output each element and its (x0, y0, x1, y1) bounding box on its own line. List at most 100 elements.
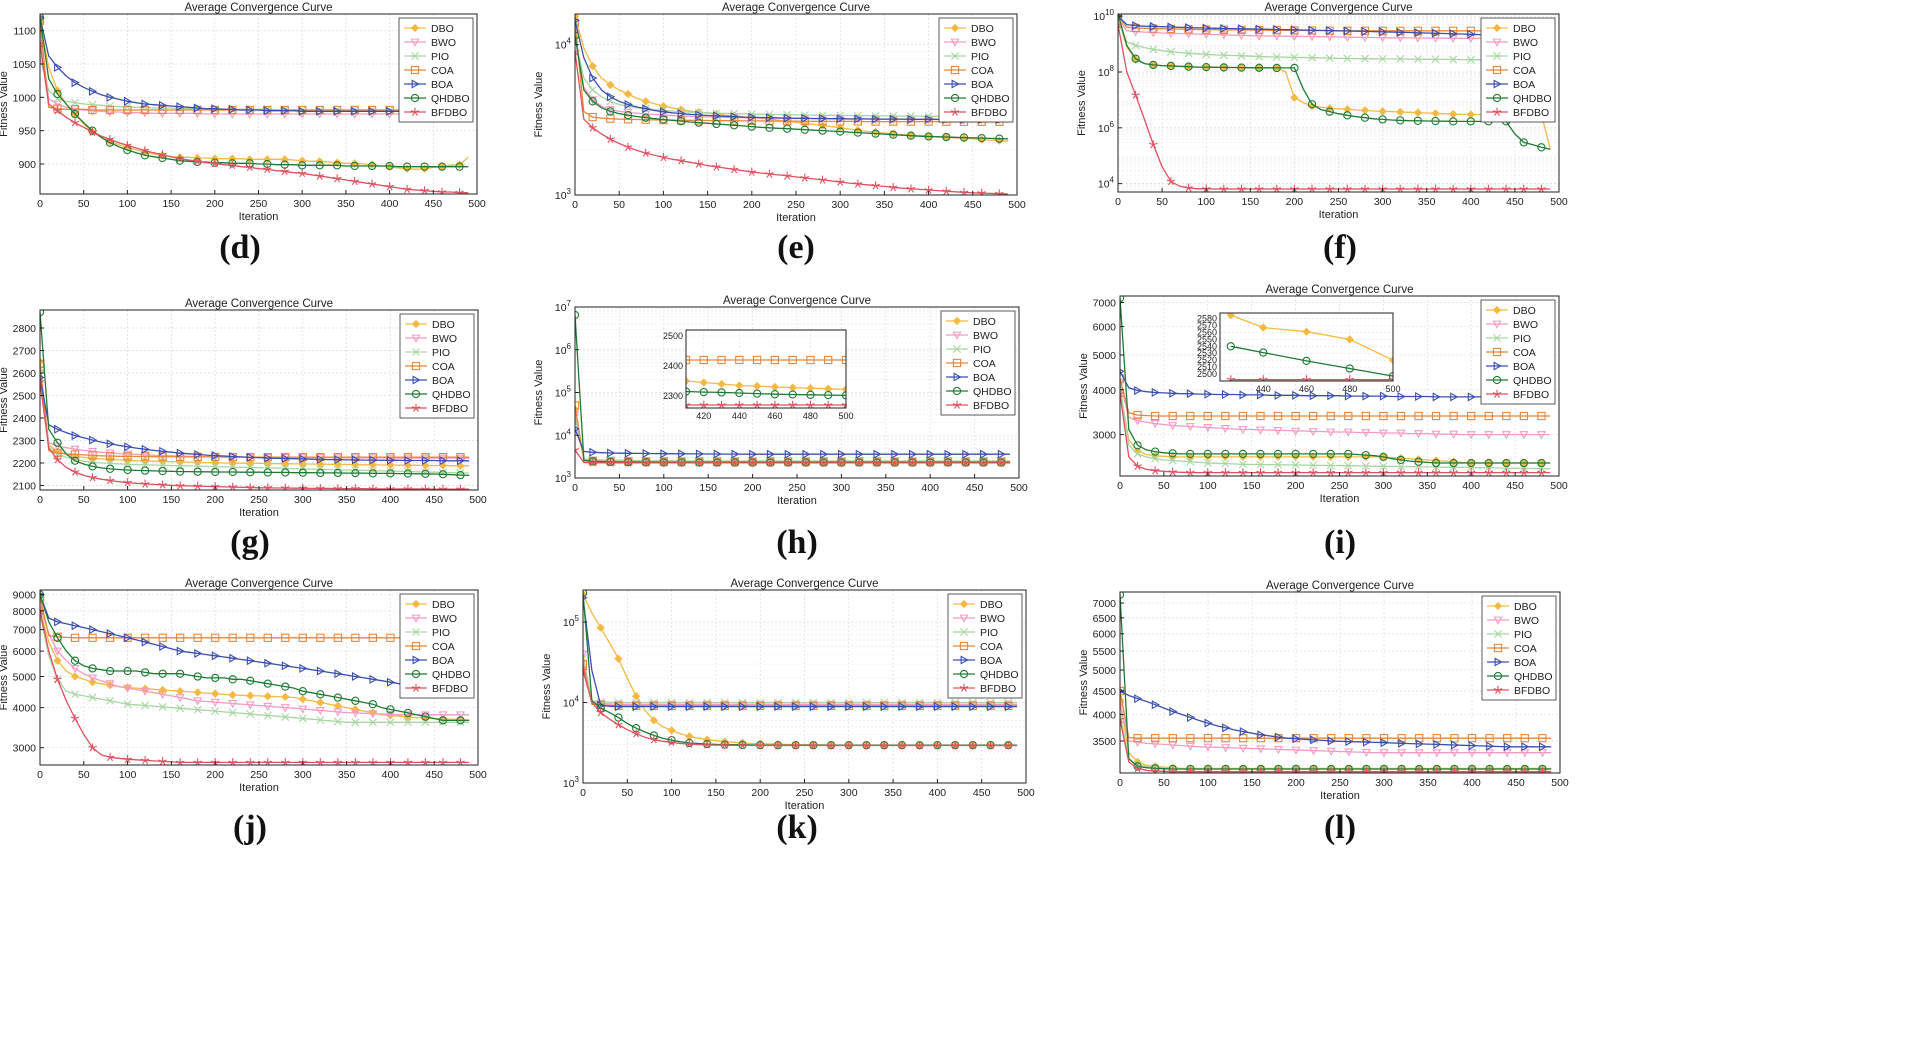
point-coa (316, 633, 325, 642)
point-qhdbo (1150, 447, 1160, 456)
point-boa (281, 661, 291, 671)
legend-marker (1492, 305, 1502, 315)
point-bfdbo (788, 400, 797, 408)
point-qhdbo (800, 125, 809, 134)
point-boa (589, 447, 598, 457)
point-bfdbo (175, 154, 185, 163)
x-tick-label: 200 (744, 482, 762, 494)
point-dbo (667, 726, 676, 735)
series-bwo (40, 602, 470, 720)
x-tick-label: 250 (1330, 196, 1348, 208)
legend-marker (1493, 52, 1501, 60)
point-pio (588, 85, 597, 94)
point-qhdbo (298, 687, 307, 696)
y-tick-label: 106 (1098, 120, 1115, 135)
legend-entry-coa: COA (953, 641, 1003, 653)
point-pio (1360, 54, 1369, 63)
point-boa (1415, 739, 1424, 749)
inset-x-tick-label: 420 (696, 411, 711, 421)
point-pio (246, 710, 255, 719)
point-coa (88, 105, 97, 115)
point-bwo (420, 711, 430, 720)
point-bfdbo (906, 184, 916, 193)
point-pio (1186, 457, 1195, 466)
point-coa (752, 355, 762, 365)
legend: DBO BWO PIO COA BOA QHDBO BFDBO (399, 313, 475, 419)
inset-x-tick-label: 460 (767, 411, 782, 421)
legend-label: COA (432, 361, 455, 373)
point-coa (853, 117, 863, 126)
y-tick-label: 6000 (1093, 322, 1117, 334)
point-qhdbo (1302, 356, 1311, 366)
point-boa (333, 106, 342, 116)
chart-panel-i: 0 50 100 150 200 250 300 350 400 450 500 3000 4000 50… (1078, 284, 1568, 561)
point-bfdbo (748, 458, 757, 467)
point-bfdbo (806, 400, 815, 408)
legend-label: QHDBO (432, 389, 471, 401)
point-boa (211, 451, 220, 461)
point-pio (1466, 55, 1475, 64)
panel-label: (d) (219, 229, 261, 266)
point-coa (1520, 734, 1529, 743)
point-bfdbo (1290, 184, 1299, 192)
point-coa (1256, 411, 1265, 421)
x-tick-label: 450 (973, 787, 991, 799)
x-tick-label: 450 (1506, 196, 1524, 208)
point-bfdbo (995, 189, 1004, 195)
point-boa (351, 455, 361, 465)
x-tick-label: 100 (119, 769, 137, 781)
point-pio (1237, 51, 1246, 60)
x-tick-label: 350 (338, 494, 356, 506)
x-tick-label: 0 (37, 198, 43, 210)
point-qhdbo (70, 456, 80, 465)
x-tick-label: 450 (1507, 777, 1525, 789)
point-coa (1467, 734, 1477, 743)
inset-y-tick-label: 2560 (1197, 327, 1217, 337)
point-bfdbo (888, 182, 898, 192)
point-boa (951, 702, 960, 712)
x-tick-label: 450 (966, 482, 984, 494)
legend-entry-coa: COA (944, 65, 994, 77)
point-bfdbo (720, 740, 730, 750)
point-boa (1134, 386, 1143, 396)
point-pio (88, 100, 97, 109)
point-boa (1149, 21, 1159, 31)
y-axis-label: Fitness Value (541, 654, 553, 720)
y-tick-label: 2500 (13, 391, 37, 403)
legend-entry-dbo: DBO (405, 319, 455, 331)
point-pio (1361, 462, 1370, 471)
point-bfdbo (738, 741, 747, 750)
point-bfdbo (1325, 184, 1334, 192)
point-coa (140, 633, 150, 642)
point-bfdbo (1519, 184, 1528, 192)
point-qhdbo (1502, 458, 1511, 468)
point-bfdbo (872, 458, 882, 467)
point-boa (281, 106, 290, 116)
point-boa (246, 105, 255, 115)
line-pio (1120, 385, 1551, 470)
point-coa (1151, 734, 1160, 743)
y-tick-label: 6000 (13, 646, 37, 658)
point-boa (809, 702, 819, 712)
y-axis-label: Fitness Value (1078, 650, 1090, 716)
point-qhdbo (333, 468, 342, 478)
point-boa (678, 449, 687, 459)
point-bfdbo (729, 165, 739, 174)
legend-entry-bwo: BWO (1487, 615, 1539, 627)
point-bfdbo (809, 741, 818, 750)
legend-entry-coa: COA (405, 641, 455, 653)
x-tick-label: 350 (337, 198, 355, 210)
series-boa (575, 426, 1011, 459)
y-tick-label: 3000 (13, 743, 37, 755)
x-tick-label: 250 (250, 198, 268, 210)
point-bwo (1219, 31, 1229, 40)
point-coa (735, 355, 744, 365)
point-bwo (1238, 426, 1248, 435)
point-dbo (717, 379, 726, 389)
point-qhdbo (281, 468, 290, 477)
line-coa (40, 597, 470, 639)
point-dbo (596, 623, 605, 632)
point-pio (1325, 54, 1334, 63)
point-bwo (605, 106, 615, 115)
point-coa (176, 633, 185, 642)
